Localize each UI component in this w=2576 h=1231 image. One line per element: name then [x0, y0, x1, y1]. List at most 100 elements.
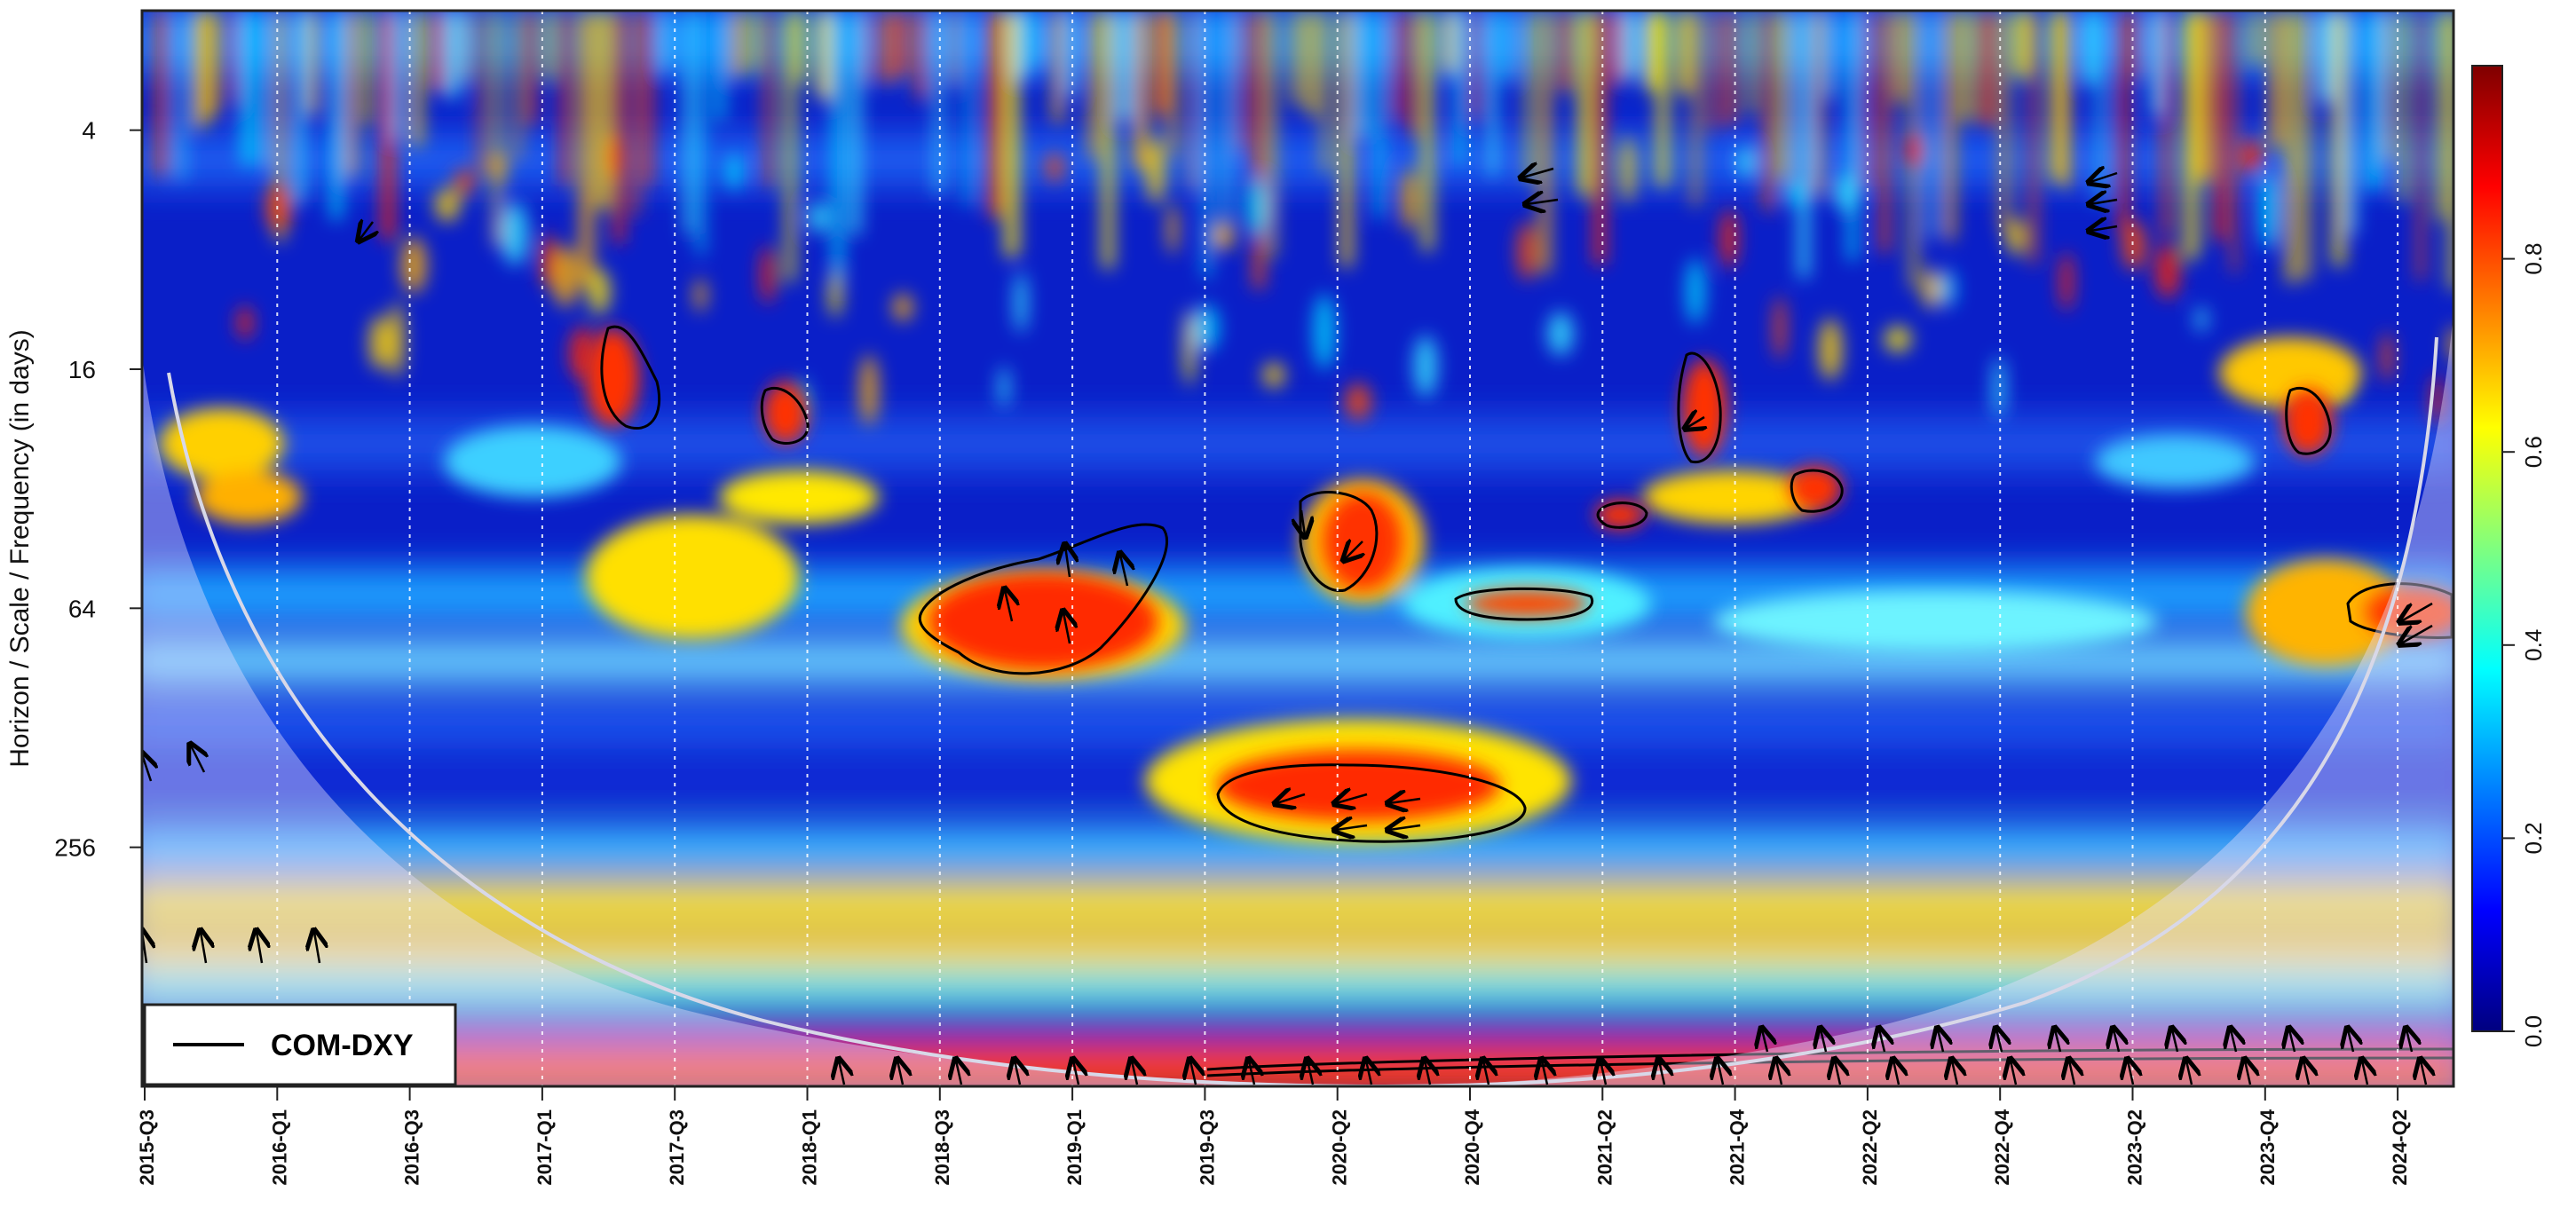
streak — [2286, 11, 2297, 284]
streak — [2051, 11, 2065, 183]
streak — [1539, 11, 1551, 274]
colorbar-tick-label: 0.6 — [2520, 436, 2547, 468]
streak — [488, 151, 508, 183]
streak — [2231, 11, 2238, 274]
streak — [750, 11, 758, 72]
x-tick-label: 2015-Q3 — [136, 1109, 158, 1186]
phase-arrow — [1893, 1061, 1899, 1085]
colorbar-tick-label: 0.8 — [2520, 243, 2547, 275]
phase-arrow — [897, 1061, 903, 1085]
streak — [1905, 130, 1924, 171]
streak — [194, 11, 207, 130]
streak — [580, 11, 594, 288]
streak — [1940, 269, 1956, 308]
streak — [1719, 209, 1739, 269]
x-tick-label: 2020-Q2 — [1329, 1109, 1351, 1186]
streak — [551, 246, 580, 307]
streak — [307, 11, 318, 116]
streak — [1774, 296, 1786, 360]
streak — [381, 11, 395, 241]
phase-arrow — [1483, 1061, 1489, 1085]
streak — [2005, 218, 2027, 256]
phase-arrow — [1308, 1061, 1313, 1085]
streak — [1472, 11, 1479, 121]
streak — [411, 11, 423, 147]
streak — [1292, 11, 1300, 107]
streak — [446, 11, 459, 100]
streak — [2367, 11, 2382, 191]
x-tick-label: 2022-Q4 — [1991, 1109, 2013, 1185]
streak — [632, 11, 639, 217]
phase-arrow — [1952, 1061, 1957, 1085]
streak — [2258, 171, 2280, 250]
streak — [2015, 11, 2029, 78]
x-tick-label: 2023-Q4 — [2256, 1109, 2279, 1185]
streak — [560, 11, 571, 186]
streak — [1979, 11, 1995, 127]
colorbar-ticks: 0.0 0.2 0.4 0.6 0.8 — [2502, 243, 2547, 1047]
phase-arrow — [1542, 1061, 1547, 1085]
streak — [1393, 11, 1402, 122]
streak — [1578, 11, 1591, 197]
streak — [916, 11, 927, 100]
streak — [1053, 11, 1063, 123]
streak — [1747, 11, 1755, 114]
streak — [1612, 11, 1624, 86]
phase-arrow — [2114, 1030, 2119, 1053]
streak — [1017, 11, 1030, 79]
streak — [697, 11, 705, 256]
streak — [1645, 11, 1658, 92]
streak — [2195, 306, 2208, 332]
phase-arrow — [1718, 1061, 1723, 1085]
streak — [866, 11, 873, 84]
streak — [987, 11, 1002, 219]
streak — [2303, 11, 2311, 280]
phase-arrow — [2172, 1030, 2177, 1053]
streak — [1895, 11, 1906, 104]
streak — [2196, 11, 2211, 182]
phase-arrow — [2069, 1061, 2074, 1085]
streak — [1322, 11, 1329, 174]
streak — [892, 293, 913, 321]
phase-arrow — [1835, 1061, 1840, 1085]
streak — [1922, 268, 1941, 309]
mid-scale-blobs — [160, 337, 2406, 843]
streak — [1818, 318, 1843, 381]
streak — [731, 11, 745, 78]
phase-arrow — [1249, 1061, 1254, 1085]
streak — [1409, 11, 1418, 138]
phase-arrow — [2303, 1061, 2309, 1085]
phase-arrow — [1600, 1061, 1606, 1085]
streak — [389, 302, 405, 378]
streak — [613, 11, 624, 245]
streak — [760, 245, 776, 304]
streak — [2152, 11, 2161, 116]
streak — [662, 11, 672, 73]
phase-arrow — [1879, 1030, 1885, 1053]
streak — [155, 11, 167, 178]
streak — [832, 11, 843, 287]
streak — [607, 132, 625, 183]
streak — [828, 272, 842, 318]
streak — [2319, 11, 2332, 104]
y-tick-label: 16 — [68, 356, 96, 383]
streak — [1685, 258, 1706, 325]
streak — [2240, 138, 2264, 175]
streak — [1223, 11, 1231, 247]
streak — [260, 11, 268, 167]
streak — [1193, 304, 1220, 351]
streak — [1516, 222, 1537, 281]
x-tick-label: 2018-Q1 — [799, 1109, 821, 1186]
streak — [362, 11, 371, 125]
streak — [400, 237, 427, 294]
phase-arrow — [2231, 1030, 2236, 1053]
streak — [1189, 11, 1196, 191]
streak — [1014, 272, 1028, 334]
streak — [478, 11, 485, 177]
streak — [2122, 220, 2146, 271]
phase-arrow — [1996, 1030, 2002, 1053]
phase-arrow — [2406, 1030, 2412, 1053]
streak — [1252, 11, 1265, 290]
y-tick-label: 64 — [68, 595, 96, 622]
x-tick-label: 2021-Q4 — [1727, 1109, 1749, 1185]
